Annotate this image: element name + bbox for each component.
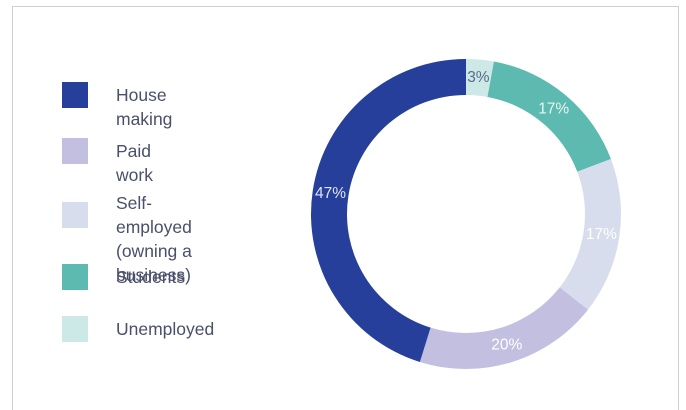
donut-label-students: 17% (538, 100, 569, 117)
donut-label-house-making: 47% (315, 185, 346, 202)
donut-label-unemployed: 3% (467, 69, 490, 86)
donut-slice-house-making (311, 59, 466, 362)
donut-label-self-employed-owning-a-business: 17% (586, 226, 617, 243)
donut-slice-paid-work (420, 287, 588, 369)
donut-label-paid-work: 20% (491, 336, 522, 353)
